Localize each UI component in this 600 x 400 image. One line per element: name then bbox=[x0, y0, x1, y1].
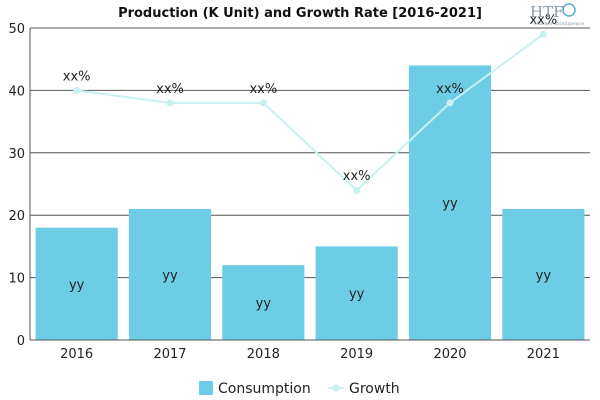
bar-data-label: yy bbox=[349, 287, 365, 302]
htf-logo: HTF Market Intelligence bbox=[530, 3, 584, 27]
growth-point bbox=[73, 86, 81, 94]
growth-point bbox=[259, 99, 267, 107]
x-tick-label: 2020 bbox=[433, 347, 466, 362]
x-tick-label: 2021 bbox=[527, 347, 560, 362]
legend-consumption-label: Consumption bbox=[218, 381, 311, 397]
bar bbox=[408, 65, 492, 340]
bar bbox=[502, 208, 585, 340]
axes: 0 10 20 30 40 50 2016 2017 2018 2019 2020 2021 bbox=[8, 22, 590, 362]
x-tick-label: 2016 bbox=[60, 347, 93, 362]
bar-data-label: yy bbox=[256, 297, 272, 312]
gridlines bbox=[30, 27, 590, 279]
y-tick-label: 20 bbox=[8, 209, 25, 224]
bars bbox=[35, 65, 585, 340]
growth-data-label: xx% bbox=[436, 82, 464, 97]
growth-point bbox=[446, 99, 454, 107]
bar-data-label: yy bbox=[536, 268, 552, 283]
growth-point bbox=[353, 186, 361, 194]
legend-growth-label: Growth bbox=[349, 381, 400, 397]
y-tick-label: 30 bbox=[8, 147, 25, 162]
bar bbox=[222, 265, 305, 340]
bar bbox=[315, 246, 398, 340]
bar bbox=[35, 227, 118, 340]
legend-consumption-swatch bbox=[199, 381, 213, 395]
logo-text: HTF bbox=[530, 3, 564, 21]
growth-point bbox=[539, 30, 547, 38]
chart-title: Production (K Unit) and Growth Rate [201… bbox=[118, 6, 482, 21]
growth-data-label: xx% bbox=[343, 169, 371, 184]
growth-data-label: xx% bbox=[249, 82, 277, 97]
y-tick-label: 10 bbox=[8, 272, 25, 287]
logo-subtext: Market Intelligence bbox=[534, 21, 584, 27]
y-tick-label: 0 bbox=[17, 334, 25, 349]
y-tick-label: 40 bbox=[8, 84, 25, 99]
growth-data-label: xx% bbox=[529, 13, 557, 28]
y-tick-label: 50 bbox=[8, 22, 25, 37]
data-labels: yy yy yy yy yy yy xx% xx% xx% xx% xx% xx% bbox=[63, 13, 557, 311]
growth-series-line bbox=[76, 33, 544, 192]
bar bbox=[128, 208, 212, 340]
bar-data-label: yy bbox=[69, 278, 85, 293]
growth-data-label: xx% bbox=[63, 69, 91, 84]
x-tick-label: 2017 bbox=[153, 347, 186, 362]
x-tick-label: 2018 bbox=[247, 347, 280, 362]
growth-data-label: xx% bbox=[156, 82, 184, 97]
legend: Consumption Growth bbox=[199, 381, 400, 397]
bar-data-label: yy bbox=[162, 268, 178, 283]
x-tick-label: 2019 bbox=[340, 347, 373, 362]
growth-line bbox=[73, 30, 547, 194]
globe-icon bbox=[562, 3, 576, 17]
growth-point bbox=[166, 99, 174, 107]
legend-growth-marker bbox=[332, 384, 340, 392]
bar-data-label: yy bbox=[442, 197, 458, 212]
